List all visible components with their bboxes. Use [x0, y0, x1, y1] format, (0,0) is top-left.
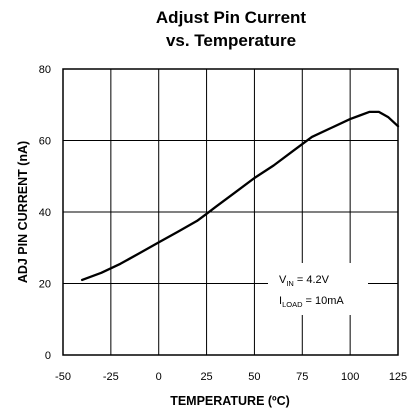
series-line — [80, 110, 400, 282]
x-tick-label: 25 — [200, 371, 212, 383]
annotation-box — [268, 263, 368, 315]
tick-labels: -50 -25 0 25 50 75 100 125 0 20 40 60 80 — [39, 64, 407, 383]
y-tick-label: 0 — [45, 350, 51, 362]
x-tick-label: 75 — [296, 371, 308, 383]
x-tick-label: 100 — [341, 371, 359, 383]
y-tick-label: 20 — [39, 279, 51, 291]
y-tick-label: 80 — [39, 64, 51, 76]
x-tick-label: -25 — [103, 371, 119, 383]
grid-lines — [63, 69, 398, 355]
x-tick-label: 0 — [156, 371, 162, 383]
x-tick-label: 125 — [389, 371, 407, 383]
annotation-iload: ILOAD = 10mA — [279, 295, 344, 309]
y-tick-label: 60 — [39, 136, 51, 148]
y-tick-label: 40 — [39, 207, 51, 219]
x-tick-label: -50 — [55, 371, 71, 383]
x-tick-label: 50 — [248, 371, 260, 383]
y-axis-label: ADJ PIN CURRENT (nA) — [16, 141, 30, 283]
plot-area — [62, 68, 399, 356]
chart-title-line1: Adjust Pin Current — [156, 8, 307, 27]
chart-title-line2: vs. Temperature — [166, 31, 296, 50]
annotation-vin: VIN = 4.2V — [279, 274, 330, 288]
x-axis-label: TEMPERATURE (ºC) — [170, 394, 290, 408]
